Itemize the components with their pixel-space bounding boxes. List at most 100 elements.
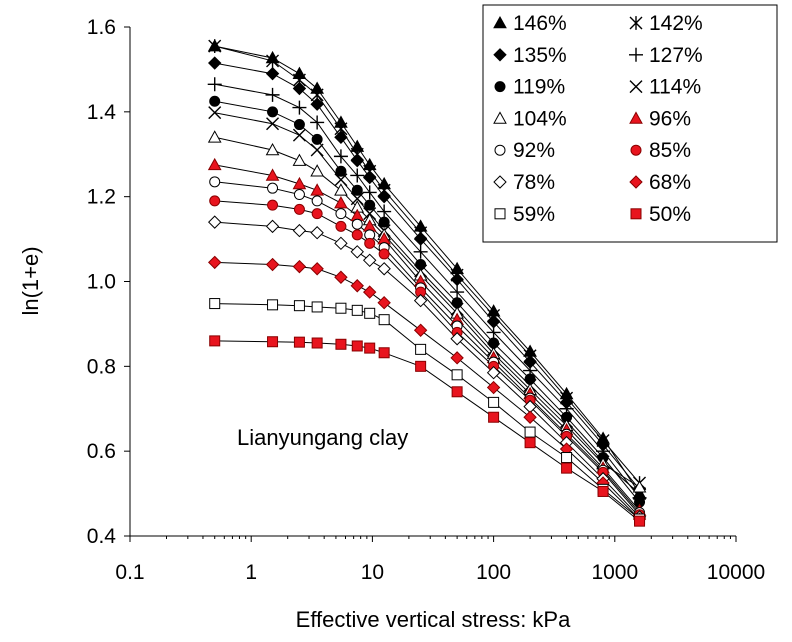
y-tick-label: 0.6 bbox=[87, 440, 116, 463]
data-point bbox=[450, 332, 464, 346]
data-point bbox=[265, 142, 280, 156]
data-point bbox=[311, 337, 323, 349]
x-axis-title: Effective vertical stress: kPa bbox=[296, 607, 571, 632]
data-point bbox=[377, 204, 392, 219]
data-point bbox=[351, 340, 363, 352]
x-tick-label: 100 bbox=[476, 561, 511, 584]
data-point bbox=[265, 87, 280, 102]
data-point bbox=[415, 360, 427, 372]
data-point bbox=[413, 323, 428, 337]
data-point bbox=[364, 237, 376, 249]
legend-label: 92% bbox=[513, 139, 555, 162]
data-point bbox=[351, 229, 363, 241]
data-point bbox=[561, 452, 573, 464]
data-point bbox=[634, 515, 646, 527]
y-tick-label: 0.4 bbox=[87, 525, 117, 548]
legend-label: 59% bbox=[513, 203, 555, 226]
legend-label: 142% bbox=[649, 12, 703, 35]
data-point bbox=[350, 279, 364, 293]
y-tick-label: 1.6 bbox=[87, 16, 116, 39]
data-point bbox=[413, 244, 428, 259]
data-point bbox=[293, 119, 305, 131]
data-point bbox=[208, 56, 222, 70]
legend-marker bbox=[494, 144, 506, 156]
x-tick-label: 10 bbox=[361, 561, 384, 584]
data-point bbox=[208, 106, 222, 120]
data-point bbox=[292, 223, 307, 238]
data-point bbox=[486, 380, 501, 395]
data-point bbox=[561, 462, 573, 474]
data-point bbox=[209, 195, 221, 207]
data-point bbox=[209, 176, 221, 188]
data-point bbox=[335, 165, 347, 177]
data-point bbox=[377, 189, 391, 204]
y-tick-label: 0.8 bbox=[87, 355, 116, 378]
data-point bbox=[209, 335, 221, 347]
data-point bbox=[413, 293, 428, 308]
y-tick-label: 1.2 bbox=[87, 186, 116, 209]
x-tick-label: 10000 bbox=[707, 561, 765, 584]
legend-marker bbox=[493, 48, 507, 62]
legend-marker bbox=[629, 175, 643, 189]
data-point bbox=[377, 262, 391, 276]
data-point bbox=[208, 215, 222, 229]
data-point bbox=[208, 39, 222, 53]
legend-marker bbox=[493, 175, 507, 189]
data-point bbox=[524, 437, 536, 449]
data-point bbox=[266, 54, 280, 68]
data-point bbox=[597, 485, 609, 497]
data-point bbox=[488, 411, 500, 423]
data-point bbox=[378, 347, 390, 359]
data-point bbox=[266, 117, 280, 131]
data-point bbox=[310, 164, 324, 177]
series-line bbox=[214, 261, 640, 520]
data-point bbox=[207, 77, 222, 92]
legend-label: 78% bbox=[513, 171, 555, 194]
legend-marker bbox=[629, 47, 643, 62]
x-tick-label: 1 bbox=[245, 561, 257, 584]
data-point bbox=[415, 343, 427, 355]
data-point bbox=[486, 365, 501, 380]
x-axis-ticks: 0.1 1 10 100 1000 10000 bbox=[115, 536, 765, 584]
data-point bbox=[350, 153, 364, 168]
legend-marker bbox=[630, 208, 642, 220]
data-point bbox=[292, 176, 307, 190]
legend-marker bbox=[629, 16, 643, 30]
data-point bbox=[267, 182, 279, 194]
data-point bbox=[311, 195, 323, 207]
data-point bbox=[333, 149, 348, 164]
data-point bbox=[450, 351, 464, 365]
data-point bbox=[350, 168, 365, 183]
legend-label: 104% bbox=[513, 107, 567, 130]
data-point bbox=[335, 220, 347, 232]
data-point bbox=[378, 248, 390, 260]
data-point bbox=[310, 97, 324, 111]
series-line bbox=[214, 200, 640, 516]
y-tick-label: 1.0 bbox=[87, 271, 116, 294]
legend-marker bbox=[493, 15, 507, 29]
data-point bbox=[364, 307, 376, 319]
data-point bbox=[351, 218, 363, 230]
data-point bbox=[524, 426, 536, 438]
data-point bbox=[265, 219, 280, 234]
legend: 146% 142% 135% 127% 119% 114% 104% 96% 92% 85% 78%… bbox=[482, 4, 778, 243]
data-point bbox=[310, 183, 324, 196]
data-point bbox=[362, 285, 377, 299]
legend-label: 85% bbox=[649, 139, 691, 162]
data-point bbox=[334, 236, 348, 251]
legend-label: 50% bbox=[649, 203, 691, 226]
data-point bbox=[362, 170, 377, 185]
legend-marker bbox=[629, 111, 643, 124]
data-point bbox=[209, 298, 221, 310]
legend-label: 119% bbox=[513, 76, 565, 99]
legend-marker bbox=[493, 111, 507, 124]
data-point bbox=[265, 168, 280, 181]
legend-label: 127% bbox=[649, 44, 703, 67]
data-point bbox=[292, 81, 307, 96]
y-axis-ticks: 0.4 0.6 0.8 1.0 1.2 1.4 1.6 bbox=[87, 16, 130, 548]
y-axis-title: ln(1+e) bbox=[18, 246, 43, 315]
legend-label: 146% bbox=[513, 12, 567, 35]
data-point bbox=[310, 226, 324, 240]
data-point bbox=[267, 199, 279, 211]
